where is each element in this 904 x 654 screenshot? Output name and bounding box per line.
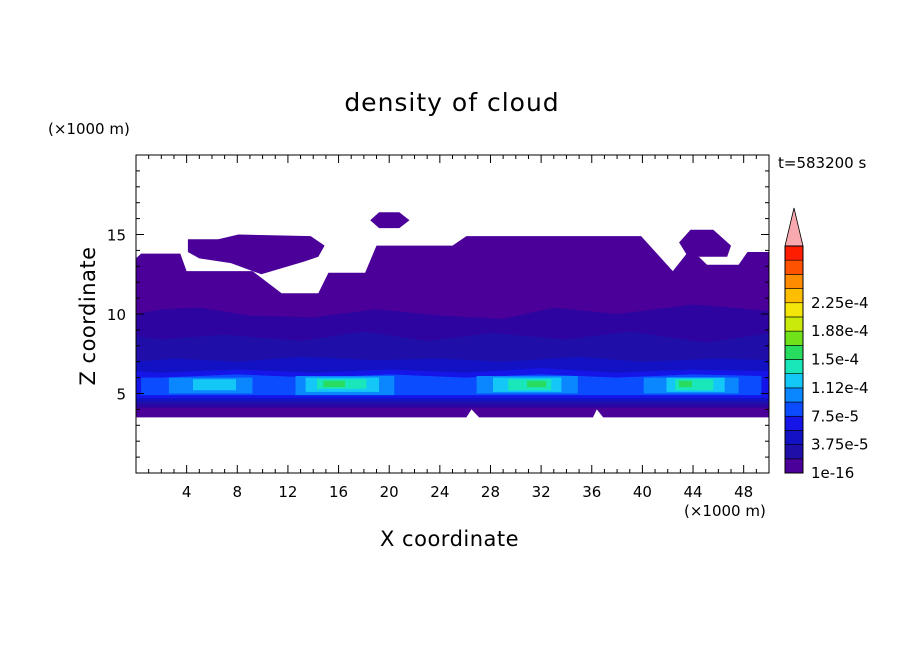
colorbar-label: 1e-16 bbox=[811, 464, 854, 482]
x-tick-label: 40 bbox=[633, 483, 652, 501]
colorbar-label: 7.5e-5 bbox=[811, 407, 859, 425]
colorbar-swatch bbox=[784, 401, 804, 417]
x-tick-label: 16 bbox=[329, 483, 348, 501]
x-tick-label: 4 bbox=[182, 483, 192, 501]
y-axis-unit: (×1000 m) bbox=[48, 120, 130, 138]
x-axis-unit: (×1000 m) bbox=[684, 502, 766, 520]
colorbar-swatch bbox=[784, 345, 804, 360]
y-tick-label: 10 bbox=[107, 306, 126, 324]
x-tick-label: 36 bbox=[582, 483, 601, 501]
time-label: t=583200 s bbox=[778, 154, 867, 172]
colorbar-swatch bbox=[784, 430, 804, 445]
colorbar-swatch bbox=[784, 330, 804, 346]
colorbar-swatch bbox=[784, 373, 804, 389]
colorbar-swatch bbox=[784, 415, 804, 431]
colorbar-swatch bbox=[784, 387, 804, 403]
colorbar-label: 2.25e-4 bbox=[811, 294, 869, 312]
contour-region-level-9 bbox=[679, 380, 692, 388]
x-tick-label: 32 bbox=[532, 483, 551, 501]
colorbar: 1e-16 3.75e-5 7.5e-5 1.12e-4 1.5e-4 1.88e-4 2.… bbox=[784, 207, 869, 482]
chart-title: density of cloud bbox=[344, 88, 560, 117]
x-tick-label: 44 bbox=[683, 483, 702, 501]
x-tick-label: 8 bbox=[233, 483, 243, 501]
contour-region-level-9 bbox=[527, 380, 547, 388]
contour-region-level-9 bbox=[323, 380, 345, 388]
x-tick-label: 20 bbox=[380, 483, 399, 501]
colorbar-swatch bbox=[784, 444, 804, 460]
colorbar-swatch bbox=[784, 274, 804, 289]
colorbar-swatch bbox=[784, 458, 804, 474]
colorbar-label: 1.12e-4 bbox=[811, 379, 869, 397]
contour-region-level-0 bbox=[679, 229, 731, 257]
x-tick-label: 12 bbox=[278, 483, 297, 501]
contour-region-level-0 bbox=[370, 212, 410, 229]
x-tick-label: 48 bbox=[734, 483, 753, 501]
colorbar-overflow-triangle bbox=[784, 207, 804, 247]
x-tick-label: 24 bbox=[430, 483, 449, 501]
contour-region-level-7 bbox=[193, 379, 236, 391]
cloud-density-field bbox=[136, 212, 769, 418]
colorbar-frame bbox=[784, 245, 804, 474]
y-tick-label: 15 bbox=[107, 227, 126, 245]
colorbar-swatch bbox=[784, 288, 804, 304]
colorbar-label: 1.88e-4 bbox=[811, 322, 869, 340]
x-tick-label: 28 bbox=[481, 483, 500, 501]
y-tick-label: 5 bbox=[116, 386, 126, 404]
colorbar-label: 1.5e-4 bbox=[811, 351, 859, 369]
colorbar-label: 3.75e-5 bbox=[811, 436, 869, 454]
colorbar-swatch bbox=[784, 259, 804, 275]
colorbar-swatch bbox=[784, 316, 804, 332]
colorbar-swatch bbox=[784, 245, 804, 261]
colorbar-swatch bbox=[784, 302, 804, 318]
colorbar-swatch bbox=[784, 359, 804, 374]
contour-region-level-0 bbox=[187, 234, 325, 275]
x-axis-label: X coordinate bbox=[380, 527, 520, 551]
